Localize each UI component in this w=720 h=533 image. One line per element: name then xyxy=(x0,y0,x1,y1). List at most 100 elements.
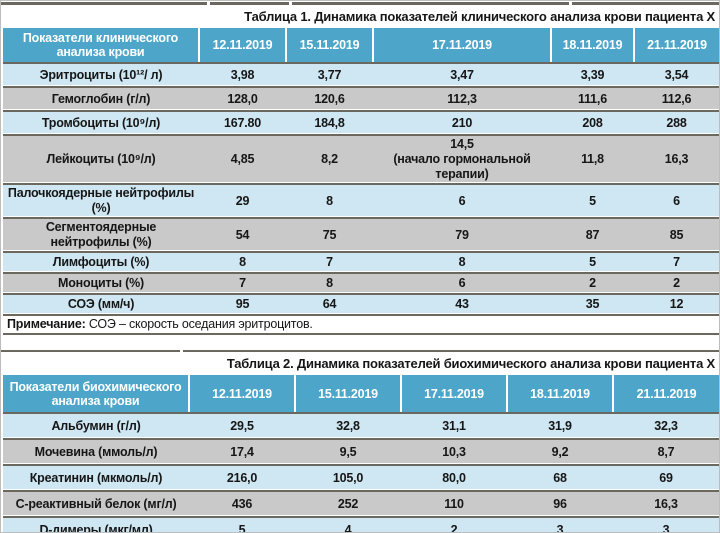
note-label: Примечание: xyxy=(7,317,86,331)
table2-header-label: Показатели биохимического анализа крови xyxy=(3,375,189,414)
cell-value: 68 xyxy=(507,464,613,491)
table1-header-date-3: 17.11.2019 xyxy=(372,28,551,64)
cell-value: 120,6 xyxy=(286,86,373,111)
cell-value: 210 xyxy=(373,110,551,135)
table1-header-label: Показатели клинического анализа крови xyxy=(3,28,199,64)
cell-value: 112,6 xyxy=(634,86,719,111)
table-row-erythrocytes: Эритроциты (10¹²/ л) 3,98 3,77 3,47 3,39… xyxy=(3,62,719,87)
table-row-esr: СОЭ (мм/ч) 95 64 43 35 12 xyxy=(3,293,719,315)
cell-value: 7 xyxy=(286,251,373,273)
cell-value: 2 xyxy=(551,272,634,294)
cell-value: 8 xyxy=(286,183,373,218)
cell-value: 6 xyxy=(373,272,551,294)
table-row-segmented-neutrophils: Сегментоядерные нейтрофилы (%) 54 75 79 … xyxy=(3,217,719,252)
cell-value: 9,2 xyxy=(507,438,613,465)
cell-value: 8,2 xyxy=(286,134,373,184)
table1-note: Примечание: СОЭ – скорость оседания эрит… xyxy=(3,314,719,334)
cell-value: 110 xyxy=(401,490,507,517)
cell-value: 4 xyxy=(295,516,401,532)
cell-value: 6 xyxy=(634,183,719,218)
cell-value: 2 xyxy=(401,516,507,532)
table-row-lymphocytes: Лимфоциты (%) 8 7 8 5 7 xyxy=(3,251,719,273)
table2-header-date-5: 21.11.2019 xyxy=(612,375,719,414)
cell-value: 16,3 xyxy=(634,134,719,184)
row-label: Моноциты (%) xyxy=(3,272,199,294)
table2-header-row: Показатели биохимического анализа крови … xyxy=(3,375,719,414)
row-label: Гемоглобин (г/л) xyxy=(3,86,199,111)
table1-note-row: Примечание: СОЭ – скорость оседания эрит… xyxy=(3,314,719,334)
row-label: D-димеры (мкг/мл) xyxy=(3,516,189,532)
row-label: С-реактивный белок (мг/л) xyxy=(3,490,189,517)
table-row-creatinine: Креатинин (мкмоль/л) 216,0 105,0 80,0 68… xyxy=(3,464,719,491)
cell-value: 9,5 xyxy=(295,438,401,465)
row-label: Альбумин (г/л) xyxy=(3,412,189,439)
table1-clinical-blood: Показатели клинического анализа крови 12… xyxy=(3,28,719,335)
table2-header-date-4: 18.11.2019 xyxy=(506,375,613,414)
cell-value: 12 xyxy=(634,293,719,315)
table-row-c-reactive-protein: С-реактивный белок (мг/л) 436 252 110 96… xyxy=(3,490,719,517)
table-row-albumin: Альбумин (г/л) 29,5 32,8 31,1 31,9 32,3 xyxy=(3,412,719,439)
cell-value: 3,77 xyxy=(286,62,373,87)
table1-header-row: Показатели клинического анализа крови 12… xyxy=(3,28,719,64)
cell-value: 216,0 xyxy=(189,464,295,491)
cell-value: 3,39 xyxy=(551,62,634,87)
table1-header-date-4: 18.11.2019 xyxy=(550,28,634,64)
note-text: СОЭ – скорость оседания эритроцитов. xyxy=(88,317,313,331)
cell-value: 184,8 xyxy=(286,110,373,135)
table2-header-date-1: 12.11.2019 xyxy=(188,375,295,414)
cell-value: 3,47 xyxy=(373,62,551,87)
cell-value: 208 xyxy=(551,110,634,135)
cell-value: 167.80 xyxy=(199,110,286,135)
cell-value: 96 xyxy=(507,490,613,517)
cell-value: 8 xyxy=(286,272,373,294)
table1-header-date-1: 12.11.2019 xyxy=(198,28,286,64)
cell-value: 111,6 xyxy=(551,86,634,111)
cell-value: 288 xyxy=(634,110,719,135)
row-label: Креатинин (мкмоль/л) xyxy=(3,464,189,491)
row-label: Сегментоядерные нейтрофилы (%) xyxy=(3,217,199,252)
cell-value: 7 xyxy=(199,272,286,294)
cell-value: 5 xyxy=(551,251,634,273)
cell-value: 95 xyxy=(199,293,286,315)
table2-biochemical-blood: Показатели биохимического анализа крови … xyxy=(3,375,719,532)
table1-title: Таблица 1. Динамика показателей клиничес… xyxy=(244,9,715,24)
mid-divider xyxy=(1,350,719,352)
cell-value: 8,7 xyxy=(613,438,719,465)
table2-header-date-3: 17.11.2019 xyxy=(400,375,507,414)
cell-value: 105,0 xyxy=(295,464,401,491)
table1-header-date-2: 15.11.2019 xyxy=(285,28,373,64)
table2-header-date-2: 15.11.2019 xyxy=(294,375,401,414)
table-row-platelets: Тромбоциты (10⁹/л) 167.80 184,8 210 208 … xyxy=(3,110,719,135)
row-label: Лимфоциты (%) xyxy=(3,251,199,273)
cell-value: 436 xyxy=(189,490,295,517)
cell-value: 16,3 xyxy=(613,490,719,517)
row-label: Палочкоядерные нейтрофилы (%) xyxy=(3,183,199,218)
cell-value: 128,0 xyxy=(199,86,286,111)
cell-value: 8 xyxy=(373,251,551,273)
cell-value: 75 xyxy=(286,217,373,252)
cell-value: 31,1 xyxy=(401,412,507,439)
cell-value: 5 xyxy=(189,516,295,532)
cell-value: 3 xyxy=(613,516,719,532)
table-row-urea: Мочевина (ммоль/л) 17,4 9,5 10,3 9,2 8,7 xyxy=(3,438,719,465)
cell-value: 17,4 xyxy=(189,438,295,465)
cell-value: 252 xyxy=(295,490,401,517)
cell-value: 35 xyxy=(551,293,634,315)
cell-value: 31,9 xyxy=(507,412,613,439)
cell-value: 4,85 xyxy=(199,134,286,184)
table-row-band-neutrophils: Палочкоядерные нейтрофилы (%) 29 8 6 5 6 xyxy=(3,183,719,218)
cell-value: 10,3 xyxy=(401,438,507,465)
table-row-leukocytes: Лейкоциты (10⁹/л) 4,85 8,2 14,5 (начало … xyxy=(3,134,719,184)
cell-value: 2 xyxy=(634,272,719,294)
table2-title: Таблица 2. Динамика показателей биохимич… xyxy=(226,356,715,371)
cell-value: 85 xyxy=(634,217,719,252)
table-row-hemoglobin: Гемоглобин (г/л) 128,0 120,6 112,3 111,6… xyxy=(3,86,719,111)
row-label: Мочевина (ммоль/л) xyxy=(3,438,189,465)
table-row-monocytes: Моноциты (%) 7 8 6 2 2 xyxy=(3,272,719,294)
cell-value: 5 xyxy=(551,183,634,218)
row-label: Лейкоциты (10⁹/л) xyxy=(3,134,199,184)
table1-header-date-5: 21.11.2019 xyxy=(633,28,719,64)
cell-value: 8 xyxy=(199,251,286,273)
row-label: СОЭ (мм/ч) xyxy=(3,293,199,315)
